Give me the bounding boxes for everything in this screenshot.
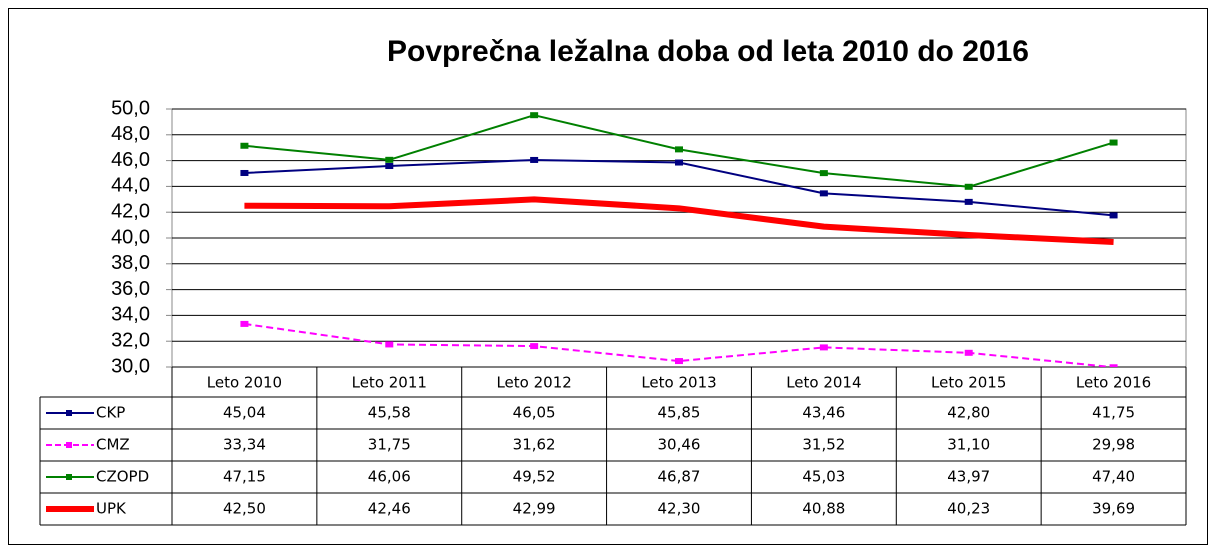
chart-border <box>8 8 1208 545</box>
legend-marker <box>66 410 72 416</box>
table-cell: 43,97 <box>947 468 990 486</box>
data-point <box>530 156 539 163</box>
table-cell: 45,85 <box>658 404 701 422</box>
data-point <box>964 349 973 356</box>
series-line <box>244 196 1114 245</box>
table-cell: 42,80 <box>947 404 990 422</box>
table-cell: 29,98 <box>1092 436 1135 454</box>
table-cell: 46,06 <box>368 468 411 486</box>
table-cell: 42,30 <box>658 500 701 518</box>
x-tick-label: Leto 2010 <box>207 374 282 392</box>
plot-lines <box>240 112 1118 367</box>
x-tick-label: Leto 2011 <box>352 374 427 392</box>
y-tick-label: 46,0 <box>111 149 150 171</box>
data-point <box>964 198 973 205</box>
table-cell: 31,10 <box>947 436 990 454</box>
data-point <box>1109 212 1118 219</box>
table-cell: 42,46 <box>368 500 411 518</box>
table-cell: 47,15 <box>223 468 266 486</box>
legend-label: UPK <box>96 500 127 518</box>
table-cell: 30,46 <box>658 436 701 454</box>
data-point <box>240 169 249 176</box>
legend-label: CZOPD <box>96 468 149 486</box>
table-cell: 31,75 <box>368 436 411 454</box>
table-cell: 43,46 <box>802 404 845 422</box>
table-cell: 49,52 <box>513 468 556 486</box>
x-tick-label: Leto 2016 <box>1076 374 1151 392</box>
y-tick-label: 42,0 <box>111 200 150 222</box>
x-tick-label: Leto 2015 <box>931 374 1006 392</box>
data-point <box>385 156 394 163</box>
y-tick-label: 30,0 <box>111 355 150 377</box>
legend-marker <box>66 442 72 448</box>
x-tick-label: Leto 2012 <box>496 374 571 392</box>
y-tick-label: 34,0 <box>111 304 150 326</box>
table-cell: 31,52 <box>802 436 845 454</box>
legend-label: CKP <box>96 404 125 422</box>
data-point <box>819 344 828 351</box>
table-cell: 45,03 <box>802 468 845 486</box>
table-cell: 46,87 <box>658 468 701 486</box>
y-tick-label: 44,0 <box>111 175 150 197</box>
y-tick-label: 36,0 <box>111 278 150 300</box>
data-point <box>675 358 683 365</box>
table-cell: 42,50 <box>223 500 266 518</box>
data-point <box>819 190 828 197</box>
data-point <box>530 343 539 350</box>
table-cell: 47,40 <box>1092 468 1135 486</box>
y-tick-label: 40,0 <box>111 226 150 248</box>
data-point <box>385 341 394 348</box>
table-cell: 31,62 <box>513 436 556 454</box>
legend-marker <box>66 474 72 480</box>
data-point <box>530 112 539 119</box>
y-tick-label: 50,0 <box>111 97 150 119</box>
data-point <box>1109 139 1118 146</box>
table-cell: 42,99 <box>513 500 556 518</box>
data-point <box>675 159 683 166</box>
y-tick-label: 48,0 <box>111 123 150 145</box>
data-point <box>675 146 683 153</box>
x-tick-label: Leto 2014 <box>786 374 861 392</box>
data-point <box>819 170 828 177</box>
data-point <box>240 142 249 149</box>
table-cell: 41,75 <box>1092 404 1135 422</box>
table-cell: 45,04 <box>223 404 266 422</box>
y-tick-label: 32,0 <box>111 329 150 351</box>
data-point <box>1109 364 1118 367</box>
table-cell: 39,69 <box>1092 500 1135 518</box>
table-cell: 40,88 <box>802 500 845 518</box>
data-point <box>240 320 249 327</box>
data-point <box>964 183 973 190</box>
table-cell: 46,05 <box>513 404 556 422</box>
y-tick-label: 38,0 <box>111 252 150 274</box>
x-tick-label: Leto 2013 <box>641 374 716 392</box>
table-cell: 45,58 <box>368 404 411 422</box>
data-point <box>385 163 394 170</box>
table-cell: 40,23 <box>947 500 990 518</box>
chart-title: Povprečna ležalna doba od leta 2010 do 2… <box>387 35 1029 68</box>
legend-label: CMZ <box>96 436 130 454</box>
table-cell: 33,34 <box>223 436 266 454</box>
